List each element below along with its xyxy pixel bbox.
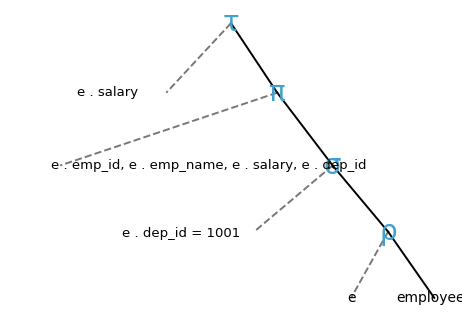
Text: e . emp_id, e . emp_name, e . salary, e . dep_id: e . emp_id, e . emp_name, e . salary, e …: [51, 159, 366, 172]
Text: e: e: [347, 291, 355, 305]
Text: e . salary: e . salary: [78, 86, 139, 99]
Text: ρ: ρ: [379, 218, 397, 246]
Text: e . dep_id = 1001: e . dep_id = 1001: [122, 227, 240, 240]
Text: σ: σ: [324, 152, 341, 179]
Text: employees: employees: [396, 291, 462, 305]
Text: τ: τ: [223, 9, 239, 37]
Text: π: π: [269, 79, 286, 107]
